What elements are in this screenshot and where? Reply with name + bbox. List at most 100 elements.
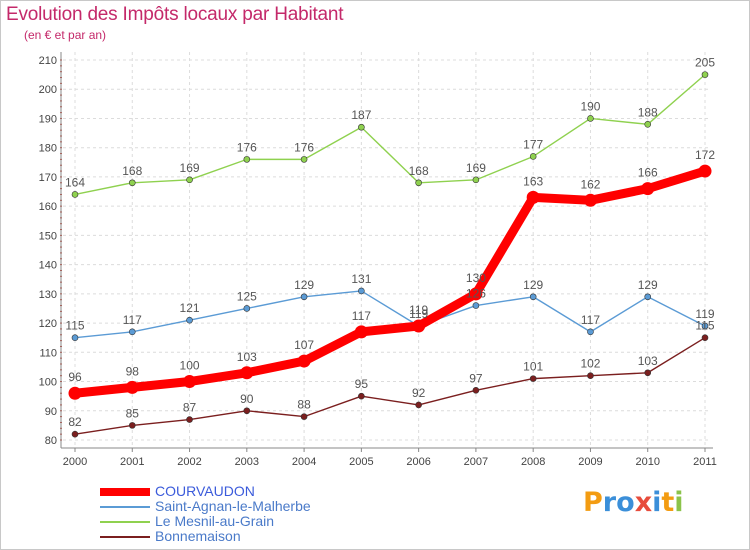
data-point-bonnemaison <box>300 413 308 420</box>
data-label-le-mesnil-au-grain: 188 <box>638 105 658 119</box>
logo-letter: o <box>616 487 635 518</box>
legend-item: COURVAUDON <box>100 484 400 499</box>
y-tick-label: 150 <box>39 230 57 242</box>
data-label-bonnemaison: 97 <box>469 371 483 385</box>
y-tick-label: 210 <box>39 55 57 67</box>
data-point-saint-agnan-le-malherbe <box>71 334 79 341</box>
data-label-le-mesnil-au-grain: 169 <box>466 161 486 175</box>
legend-label: COURVAUDON <box>155 483 255 499</box>
data-label-courvaudon: 107 <box>294 338 314 352</box>
data-point-le-mesnil-au-grain <box>415 179 422 187</box>
x-tick-label: 2003 <box>235 456 259 468</box>
data-label-courvaudon: 117 <box>352 309 371 323</box>
chart-title: Evolution des Impôts locaux par Habitant <box>6 4 344 25</box>
data-point-bonnemaison <box>587 372 594 379</box>
data-label-bonnemaison: 95 <box>355 377 369 391</box>
x-tick-label: 2010 <box>635 456 659 468</box>
data-label-saint-agnan-le-malherbe: 119 <box>695 307 714 321</box>
data-label-bonnemaison: 87 <box>183 401 197 415</box>
y-tick-label: 140 <box>39 260 57 272</box>
data-label-saint-agnan-le-malherbe: 126 <box>466 287 486 301</box>
line-chart: 8090100110120130140150160170180190200210… <box>39 52 717 468</box>
y-tick-label: 120 <box>39 318 57 330</box>
data-point-courvaudon <box>183 375 197 389</box>
data-point-bonnemaison <box>701 334 709 341</box>
data-point-saint-agnan-le-malherbe <box>587 328 594 336</box>
y-tick-label: 160 <box>39 201 57 213</box>
data-point-courvaudon <box>469 287 483 301</box>
x-tick-label: 2011 <box>693 456 717 468</box>
data-label-courvaudon: 119 <box>409 303 428 317</box>
data-point-courvaudon <box>412 319 426 333</box>
logo-letter: x <box>634 487 653 518</box>
data-point-bonnemaison <box>358 392 365 400</box>
data-point-le-mesnil-au-grain <box>587 115 594 122</box>
data-label-bonnemaison: 90 <box>240 392 254 406</box>
legend-swatch <box>100 536 150 538</box>
data-label-le-mesnil-au-grain: 169 <box>180 161 200 175</box>
data-point-le-mesnil-au-grain <box>300 156 308 163</box>
data-label-bonnemaison: 115 <box>695 319 714 333</box>
x-tick-label: 2006 <box>406 456 430 468</box>
data-label-le-mesnil-au-grain: 176 <box>294 140 314 154</box>
data-label-courvaudon: 130 <box>466 271 486 285</box>
data-point-saint-agnan-le-malherbe <box>358 287 365 295</box>
data-label-saint-agnan-le-malherbe: 119 <box>409 307 428 321</box>
data-point-bonnemaison <box>128 422 136 429</box>
series-line-bonnemaison <box>74 336 706 435</box>
x-tick-label: 2002 <box>177 456 201 468</box>
data-point-bonnemaison <box>186 416 193 423</box>
data-point-courvaudon <box>125 380 139 394</box>
data-label-saint-agnan-le-malherbe: 131 <box>351 272 371 286</box>
data-point-saint-agnan-le-malherbe <box>529 293 537 301</box>
data-label-le-mesnil-au-grain: 176 <box>237 140 257 154</box>
data-point-courvaudon <box>641 182 655 196</box>
data-point-courvaudon <box>526 190 540 204</box>
data-point-bonnemaison <box>243 407 251 415</box>
chart-subtitle: (en € et par an) <box>24 28 107 42</box>
series-line-saint-agnan-le-malherbe <box>74 290 706 339</box>
data-label-saint-agnan-le-malherbe: 129 <box>523 278 543 292</box>
y-tick-label: 90 <box>45 406 57 418</box>
legend-item: Bonnemaison <box>100 529 400 544</box>
y-tick-label: 100 <box>39 377 57 389</box>
data-label-bonnemaison: 85 <box>126 406 140 420</box>
series-line-courvaudon <box>70 166 710 398</box>
logo-letter: i <box>652 487 662 518</box>
proxiti-logo: Proxiti <box>583 487 684 518</box>
data-point-bonnemaison <box>71 430 79 438</box>
x-tick-label: 2004 <box>292 456 316 468</box>
data-point-saint-agnan-le-malherbe <box>243 305 251 312</box>
y-tick-label: 110 <box>39 347 57 359</box>
data-point-saint-agnan-le-malherbe <box>300 293 308 301</box>
data-label-courvaudon: 100 <box>180 359 200 373</box>
y-tick-label: 190 <box>39 113 57 125</box>
data-label-courvaudon: 162 <box>580 177 600 191</box>
data-point-le-mesnil-au-grain <box>358 123 365 131</box>
data-label-saint-agnan-le-malherbe: 125 <box>237 289 257 303</box>
x-tick-label: 2001 <box>120 456 144 468</box>
data-label-le-mesnil-au-grain: 187 <box>351 108 371 122</box>
y-tick-label: 200 <box>39 84 57 96</box>
legend-item: Le Mesnil-au-Grain <box>100 514 400 529</box>
data-point-bonnemaison <box>472 387 480 394</box>
logo-letter: t <box>661 487 675 518</box>
data-label-courvaudon: 163 <box>523 174 543 188</box>
data-label-saint-agnan-le-malherbe: 115 <box>65 319 84 333</box>
legend-swatch <box>100 506 150 508</box>
data-label-le-mesnil-au-grain: 168 <box>122 164 142 178</box>
data-point-le-mesnil-au-grain <box>71 191 79 198</box>
data-label-le-mesnil-au-grain: 190 <box>580 99 600 113</box>
logo-letter: P <box>583 487 603 518</box>
data-point-courvaudon <box>583 193 597 207</box>
data-point-le-mesnil-au-grain <box>701 71 709 78</box>
data-point-saint-agnan-le-malherbe <box>472 302 480 309</box>
data-point-saint-agnan-le-malherbe <box>701 322 709 330</box>
data-label-bonnemaison: 101 <box>523 360 543 374</box>
data-label-courvaudon: 103 <box>237 350 257 364</box>
legend-label: Bonnemaison <box>155 528 241 544</box>
logo-letter: r <box>602 487 617 518</box>
data-point-courvaudon <box>354 325 368 339</box>
data-label-courvaudon: 166 <box>638 166 658 180</box>
